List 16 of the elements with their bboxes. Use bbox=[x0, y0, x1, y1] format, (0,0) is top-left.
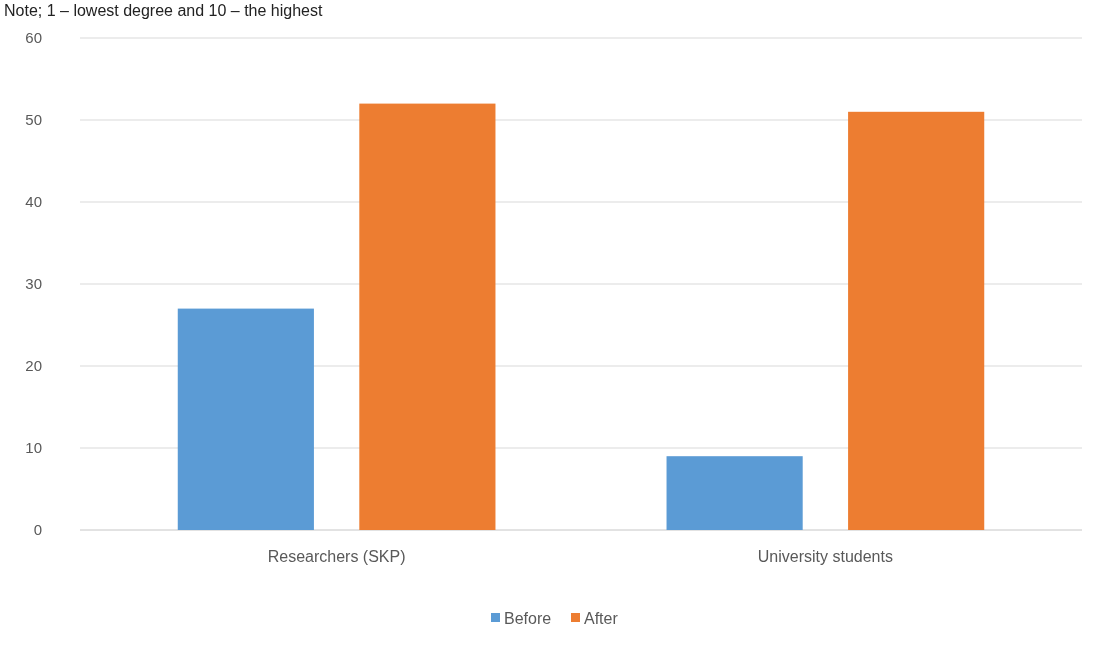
legend-label: After bbox=[584, 609, 619, 627]
x-tick-label: University students bbox=[757, 548, 893, 565]
text: Note; 1 – lowest degree and 10 – the highest bbox=[4, 2, 323, 19]
y-tick-label: 50 bbox=[25, 111, 42, 129]
y-tick-label: 30 bbox=[25, 275, 42, 293]
bar bbox=[177, 308, 314, 530]
y-tick-label: 60 bbox=[25, 29, 42, 47]
x-tick-label: Researchers (SKP) bbox=[267, 548, 406, 565]
y-tick-label: 0 bbox=[33, 521, 42, 539]
bar bbox=[666, 456, 803, 530]
bar bbox=[359, 103, 496, 530]
y-tick-label: 10 bbox=[25, 439, 42, 457]
y-tick-label: 20 bbox=[25, 357, 42, 375]
y-tick-label: 40 bbox=[25, 193, 42, 211]
bar bbox=[848, 111, 985, 530]
legend-label: Before bbox=[504, 609, 552, 627]
